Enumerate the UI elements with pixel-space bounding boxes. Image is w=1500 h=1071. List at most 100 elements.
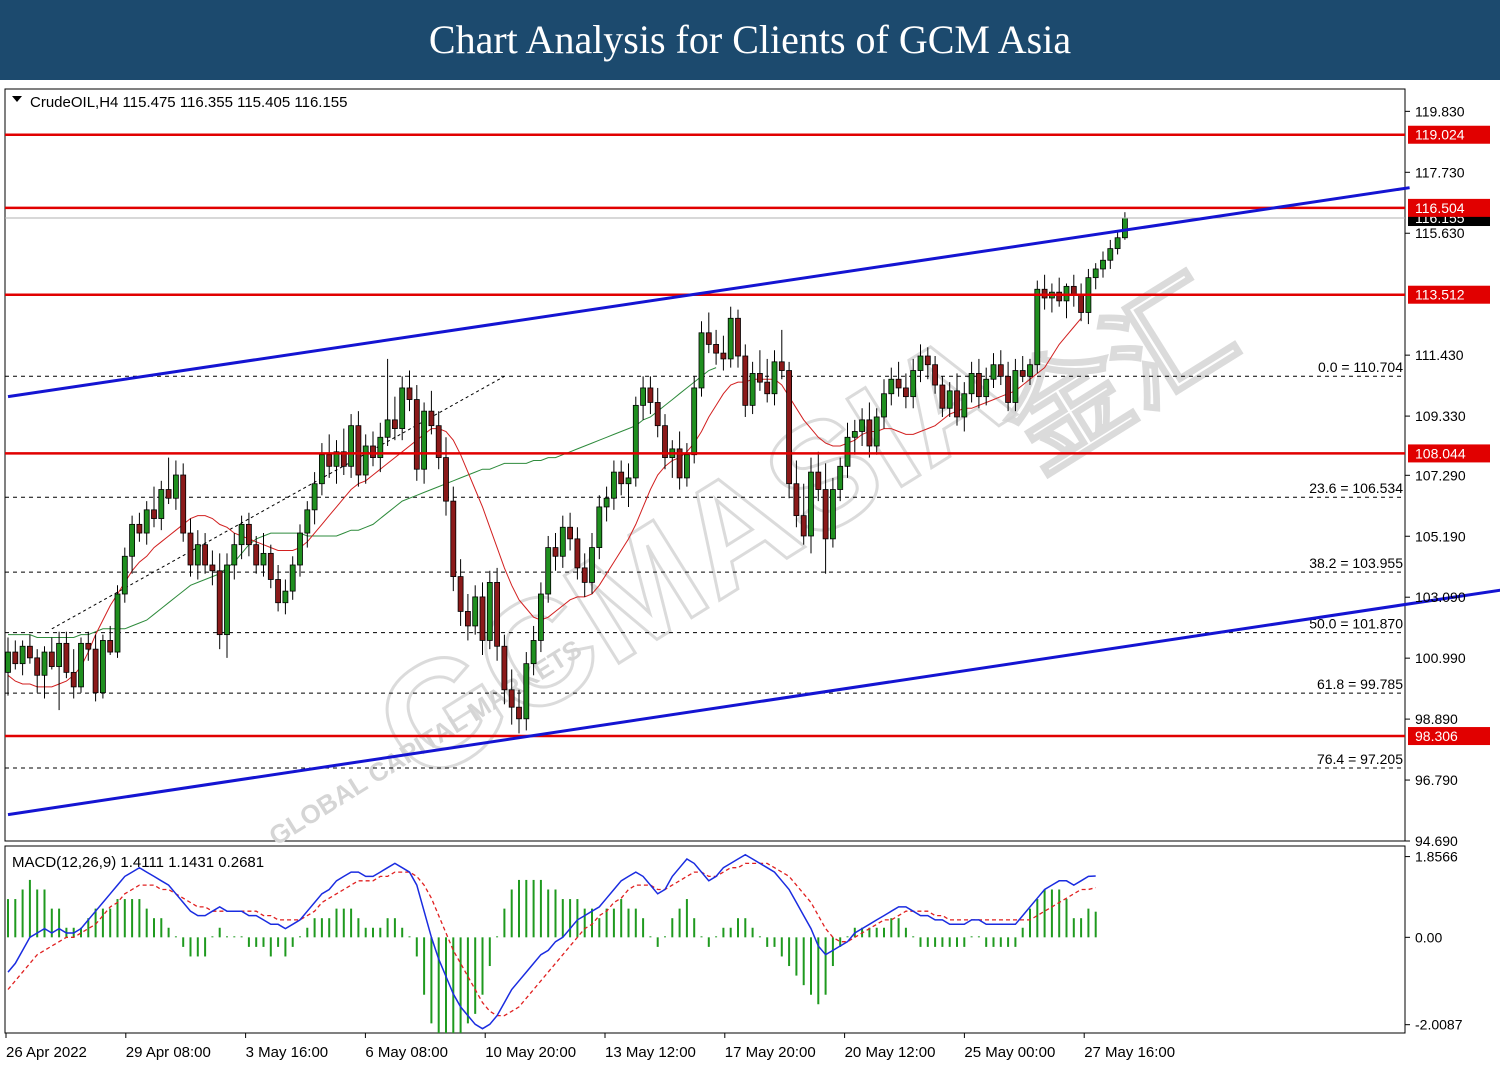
level-price-label: 108.044 [1415, 445, 1466, 461]
candle [778, 329, 785, 380]
x-tick-label: 3 May 16:00 [246, 1044, 329, 1061]
candle [78, 637, 84, 693]
candle [859, 408, 865, 446]
x-tick-label: 10 May 20:00 [485, 1044, 576, 1061]
y-tick-label: 100.990 [1415, 650, 1466, 666]
candle [260, 533, 267, 577]
candle [486, 570, 493, 650]
candle [1012, 358, 1019, 412]
candle [413, 385, 420, 481]
fib-label: 76.4 = 97.205 [1317, 751, 1403, 767]
candle [793, 460, 800, 528]
candle [946, 382, 953, 417]
candle [194, 530, 201, 580]
candle [654, 387, 661, 438]
candle [318, 443, 325, 496]
candle [749, 361, 756, 415]
fib-label: 0.0 = 110.704 [1318, 359, 1403, 375]
fib-label: 23.6 = 106.534 [1309, 480, 1403, 496]
level-price-box [1408, 125, 1490, 144]
candle [399, 376, 406, 441]
candle [63, 631, 70, 679]
candle [501, 634, 508, 705]
fib-label: 50.0 = 101.870 [1309, 616, 1403, 632]
candle [545, 535, 552, 603]
y-tick-label: 94.690 [1415, 833, 1458, 849]
candle [136, 512, 143, 542]
price-panel [4, 88, 1406, 842]
candle [34, 649, 41, 693]
candle [574, 527, 581, 580]
level-price-box [1408, 198, 1490, 217]
macd-y-tick-label: -2.0087 [1415, 1017, 1463, 1033]
candle [830, 477, 836, 548]
candle [881, 379, 887, 429]
candle [903, 373, 909, 409]
candle [479, 582, 486, 655]
candle [932, 356, 938, 394]
candle [997, 350, 1004, 386]
candle [362, 434, 369, 484]
candle [611, 460, 617, 510]
candle [209, 550, 216, 586]
candle [596, 495, 603, 560]
candle [647, 376, 654, 415]
candle [56, 631, 62, 711]
candle [851, 419, 858, 455]
candle [70, 649, 77, 699]
candle [530, 625, 537, 676]
y-tick-label: 115.630 [1415, 225, 1465, 241]
candle [129, 515, 136, 574]
candle [735, 309, 741, 368]
candle [282, 579, 289, 615]
y-tick-label: 109.330 [1415, 408, 1466, 424]
candle [1107, 239, 1114, 269]
candle [1056, 277, 1063, 307]
candle [435, 411, 442, 470]
x-tick-label: 20 May 12:00 [845, 1044, 936, 1061]
candle [640, 376, 646, 420]
candle [224, 553, 230, 658]
x-tick-label: 29 Apr 08:00 [126, 1044, 211, 1061]
macd-line [7, 853, 1096, 1030]
candle [822, 463, 829, 574]
candle [472, 585, 479, 635]
candle [1092, 263, 1099, 290]
page-title: Chart Analysis for Clients of GCM Asia [428, 17, 1072, 62]
candle [771, 350, 778, 406]
candle [552, 533, 559, 571]
candle [267, 544, 274, 589]
level-price-box [1408, 285, 1490, 304]
candle [41, 646, 48, 699]
candle [121, 547, 128, 603]
candle [180, 463, 187, 542]
candle [406, 370, 413, 412]
macd-y-tick-label: 1.8566 [1415, 849, 1458, 865]
candle [523, 652, 530, 731]
candle [165, 457, 172, 505]
candle [391, 396, 398, 441]
candle [508, 669, 515, 725]
sma-slow-line [8, 367, 717, 638]
candle [384, 358, 391, 446]
candle [92, 634, 99, 702]
y-tick-label: 105.190 [1415, 528, 1466, 544]
candle [253, 535, 260, 574]
candle [976, 358, 982, 409]
header-bar: Chart Analysis for Clients of GCM Asia [0, 0, 1500, 80]
candle [698, 321, 705, 397]
candle [19, 640, 26, 676]
chart-svg: GCMASIA 金汇 GLOBAL CAPITAL MARKETS 0.0 = … [0, 80, 1500, 1071]
candle [443, 437, 449, 516]
y-tick-label: 111.430 [1415, 347, 1464, 363]
candle [632, 396, 639, 487]
candle [705, 312, 712, 354]
candle [187, 518, 194, 577]
dropdown-triangle-icon[interactable] [12, 96, 22, 102]
candle [662, 414, 668, 470]
candle [326, 434, 333, 478]
candle [727, 306, 734, 368]
x-tick-label: 26 Apr 2022 [6, 1044, 87, 1061]
candle [100, 634, 106, 699]
candle [457, 559, 464, 626]
